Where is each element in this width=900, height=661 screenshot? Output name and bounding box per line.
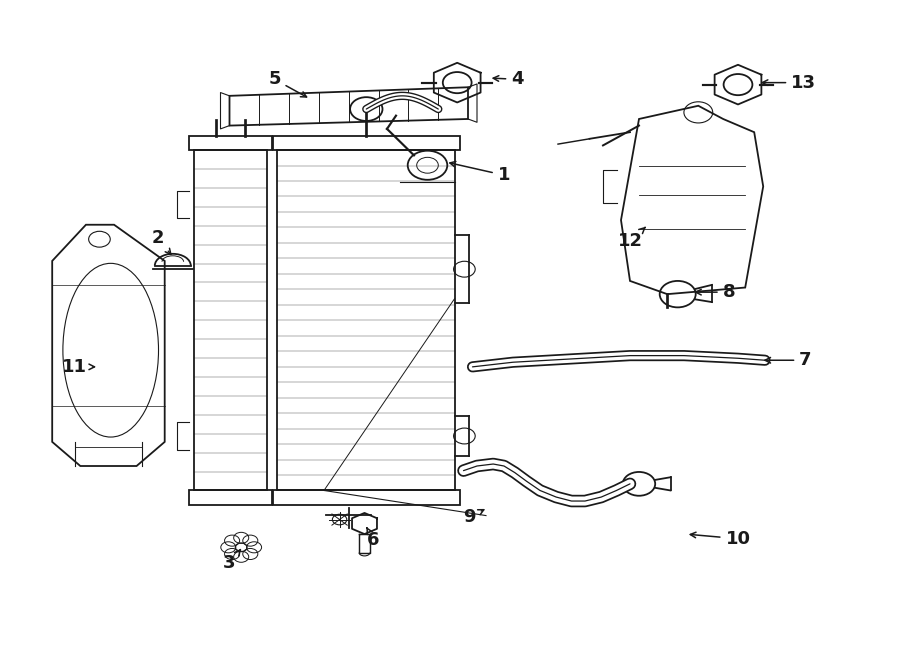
Text: 8: 8 (696, 283, 735, 301)
Bar (277, 150, 455, 490)
Text: 13: 13 (762, 73, 816, 92)
Text: 4: 4 (493, 70, 524, 89)
Text: 1: 1 (450, 161, 510, 184)
Bar (273, 490, 460, 505)
Bar (273, 136, 460, 150)
Text: 3: 3 (223, 549, 240, 572)
Text: 7: 7 (765, 351, 812, 369)
Text: 6: 6 (367, 528, 380, 549)
Bar (189, 136, 272, 150)
Text: 2: 2 (151, 229, 171, 254)
Text: 5: 5 (268, 70, 307, 97)
Bar (194, 150, 267, 490)
Bar (189, 490, 272, 505)
Text: 10: 10 (690, 529, 751, 548)
Text: 12: 12 (617, 227, 645, 251)
Text: 9: 9 (464, 508, 484, 526)
Text: 11: 11 (62, 358, 94, 376)
